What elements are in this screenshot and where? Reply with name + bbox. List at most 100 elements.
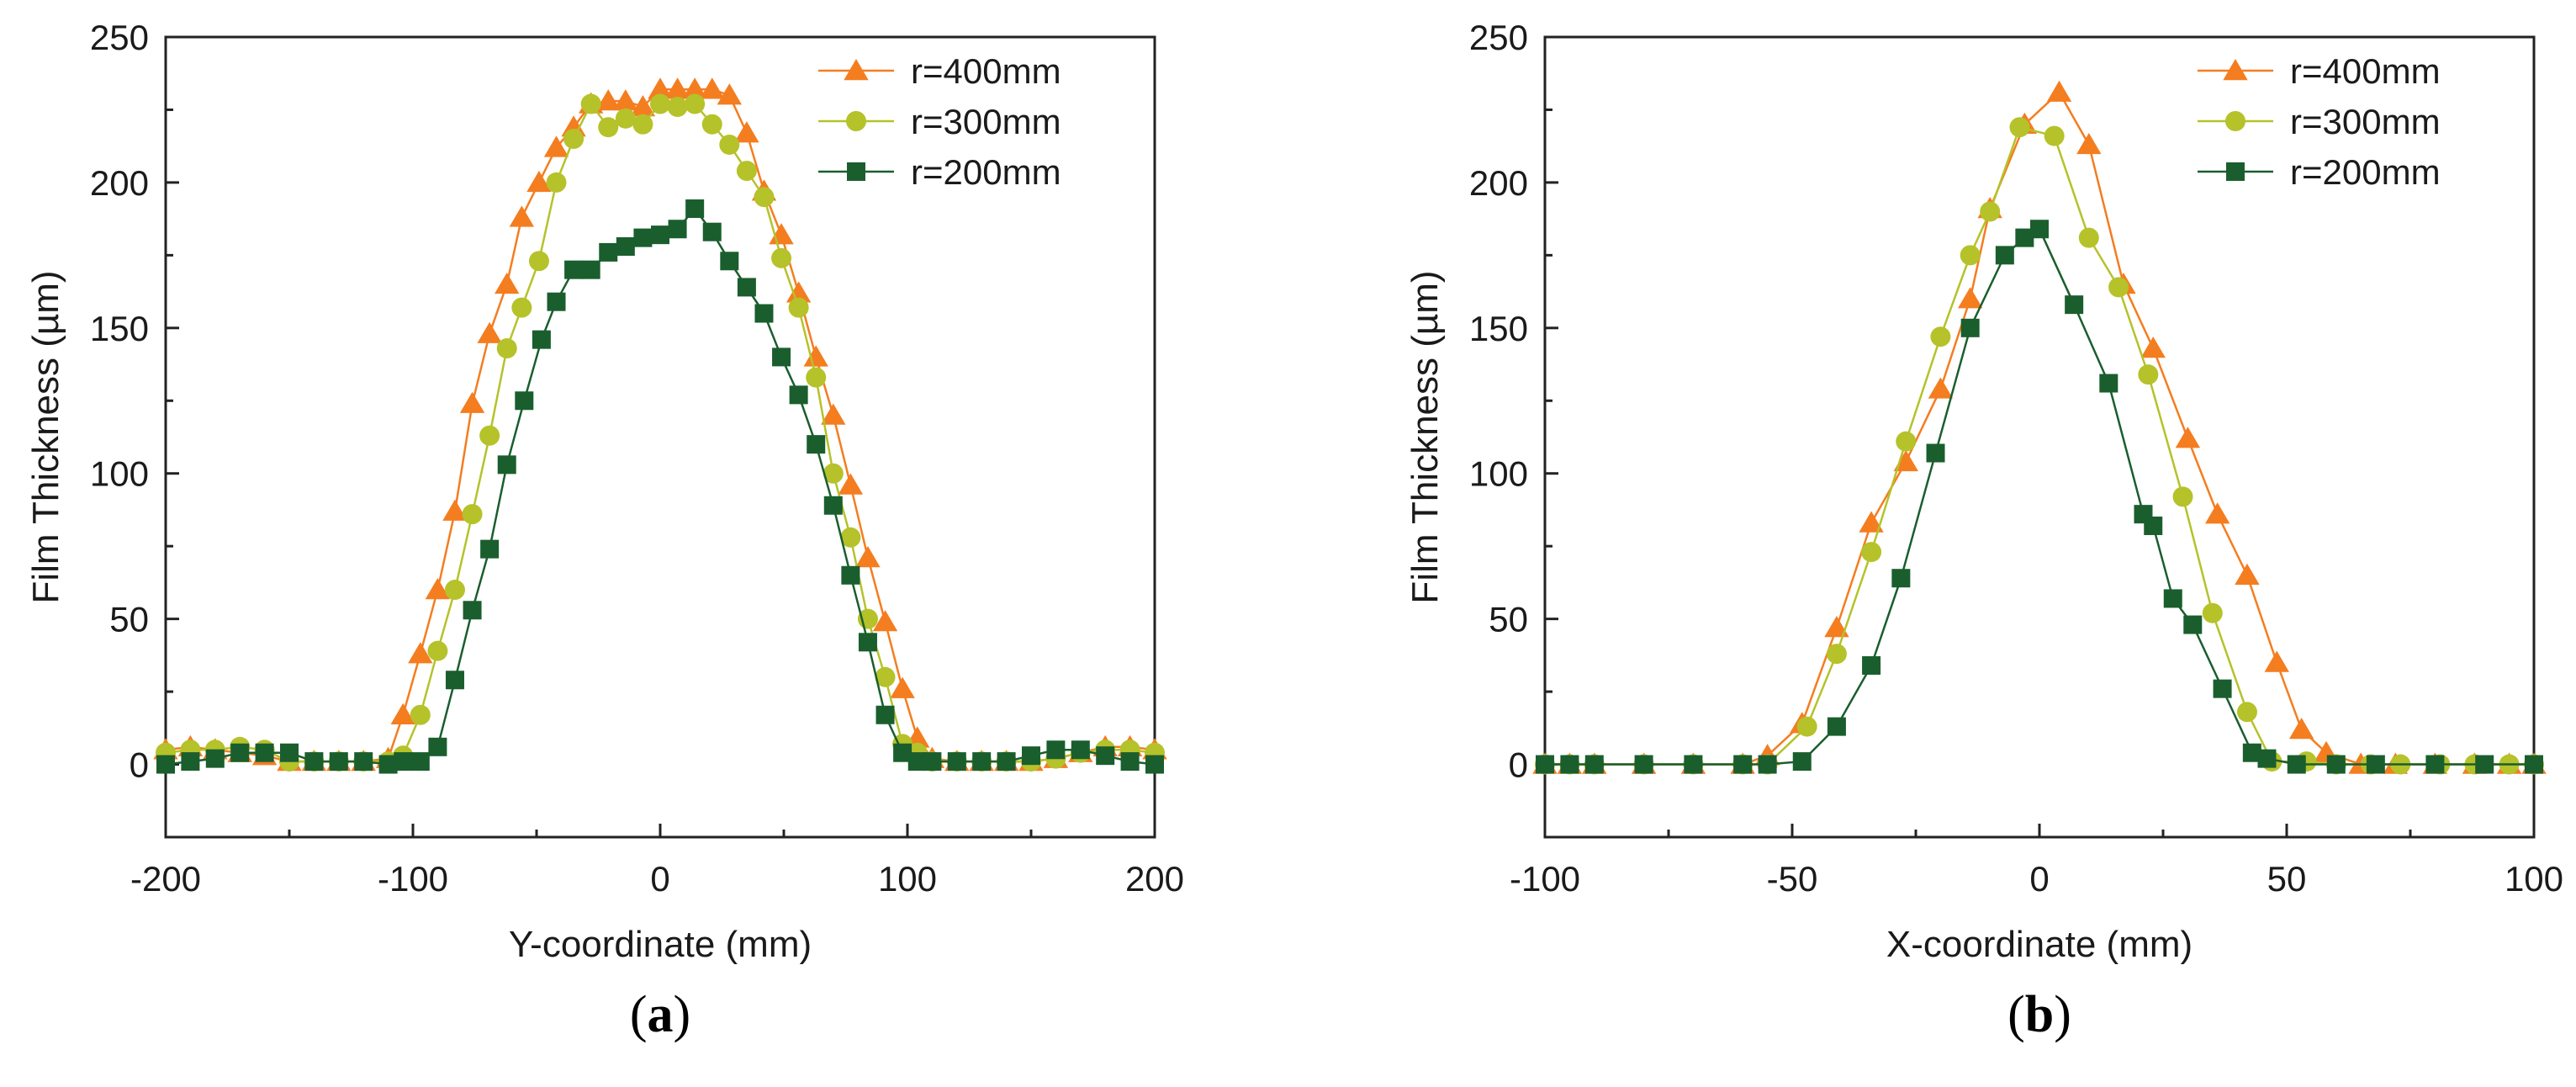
data-point-triangle [785,281,812,303]
data-point-circle [2202,602,2223,623]
data-point-square [2213,679,2232,698]
legend-item: r=300mm [2198,102,2441,141]
data-point-circle [771,247,792,268]
data-point-triangle [821,403,846,425]
legend-label: r=300mm [2290,102,2441,141]
data-point-triangle [682,77,707,99]
data-point-square [923,752,942,772]
data-point-circle [410,704,431,725]
series-r=200mm [156,199,1164,774]
data-point-circle [1896,431,1917,452]
data-point-triangle [459,391,485,413]
data-point-circle [563,129,584,150]
data-point-square [789,385,808,405]
data-point-circle [598,117,619,138]
x-tick-label: 100 [2505,859,2563,899]
data-point-square [1995,246,2014,265]
series-line [1545,227,2534,766]
data-point-triangle [2175,427,2201,448]
data-point-square [2242,743,2261,762]
data-point-triangle [1893,449,1918,472]
data-point-square [581,260,600,279]
data-point-square [633,228,653,247]
data-point-triangle [803,345,828,367]
data-point-square [463,601,482,620]
data-point-square [394,752,413,772]
data-point-square [378,755,398,774]
panel-a: -200 -100 0 100 200 0 50 100 150 200 250 Y-coordina… [25,18,1184,1043]
data-point-circle [754,187,775,208]
data-point-circle [2078,227,2099,248]
data-point-circle [546,172,567,193]
data-point-square [858,633,877,652]
data-point-square [2163,589,2182,608]
figure-caption: (b) [2007,986,2071,1043]
legend-label: r=200mm [2290,152,2441,192]
data-point-square [445,671,464,690]
data-point-triangle [2288,718,2314,740]
data-point-triangle [717,83,743,105]
x-tick-label: 50 [2267,859,2307,899]
data-point-square [410,752,430,772]
legend-marker [2226,162,2245,181]
data-point-triangle [1957,287,1983,309]
data-point-circle [806,367,827,388]
data-point-square [1145,755,1164,774]
data-point-triangle [838,473,864,495]
y-tick-label: 0 [130,745,149,785]
data-point-square [685,199,705,219]
data-point-square [1022,746,1040,766]
x-tick-label: -100 [378,859,448,899]
data-point-square [547,292,566,311]
data-point-square [304,752,324,772]
legend-label: r=200mm [911,152,1061,192]
data-point-square [754,304,774,323]
y-axis-title: Film Thickness (µm) [25,270,66,603]
data-point-square [1120,752,1140,772]
data-point-square [2525,755,2543,774]
y-tick-label: 200 [1469,163,1528,203]
data-point-triangle [1859,511,1884,533]
data-point-circle [2236,702,2257,723]
data-point-square [841,565,860,585]
data-point-square [354,752,373,772]
data-point-square [1096,746,1115,766]
data-point-square [497,455,516,475]
data-point-circle [511,297,532,318]
data-point-square [1862,655,1881,675]
data-point-triangle [664,77,690,99]
x-tick-label: 100 [878,859,937,899]
data-point-circle [667,96,688,117]
data-point-square [668,220,687,239]
data-point-circle [632,114,653,135]
data-point-triangle [855,546,881,568]
data-point-circle [1861,542,1882,563]
data-point-square [156,755,175,774]
data-point-square [947,752,966,772]
x-tick-label: -50 [1767,859,1818,899]
x-axis-title: X-coordinate (mm) [1886,924,2193,965]
data-point-triangle [509,205,535,227]
data-point-square [1827,717,1846,736]
data-point-circle [650,93,670,114]
data-point-square [564,260,584,279]
series-line [165,206,1156,766]
data-point-triangle [477,321,502,343]
data-point-circle [2138,364,2159,385]
y-axis-title: Film Thickness (µm) [1404,270,1446,603]
data-point-square [2099,374,2118,393]
data-point-square [329,752,348,772]
data-point-circle [1930,326,1951,347]
y-tick-label: 150 [90,309,149,348]
x-tick-label: 0 [2029,859,2049,899]
data-point-circle [462,504,483,525]
x-tick-label: 200 [1125,859,1184,899]
data-point-circle [2108,277,2129,298]
data-point-triangle [2204,502,2230,524]
data-point-triangle [2076,132,2102,155]
data-point-circle [444,580,465,601]
legend-label: r=300mm [911,102,1061,141]
data-point-square [532,330,551,349]
data-point-triangle [425,578,451,600]
data-point-triangle [890,676,915,698]
